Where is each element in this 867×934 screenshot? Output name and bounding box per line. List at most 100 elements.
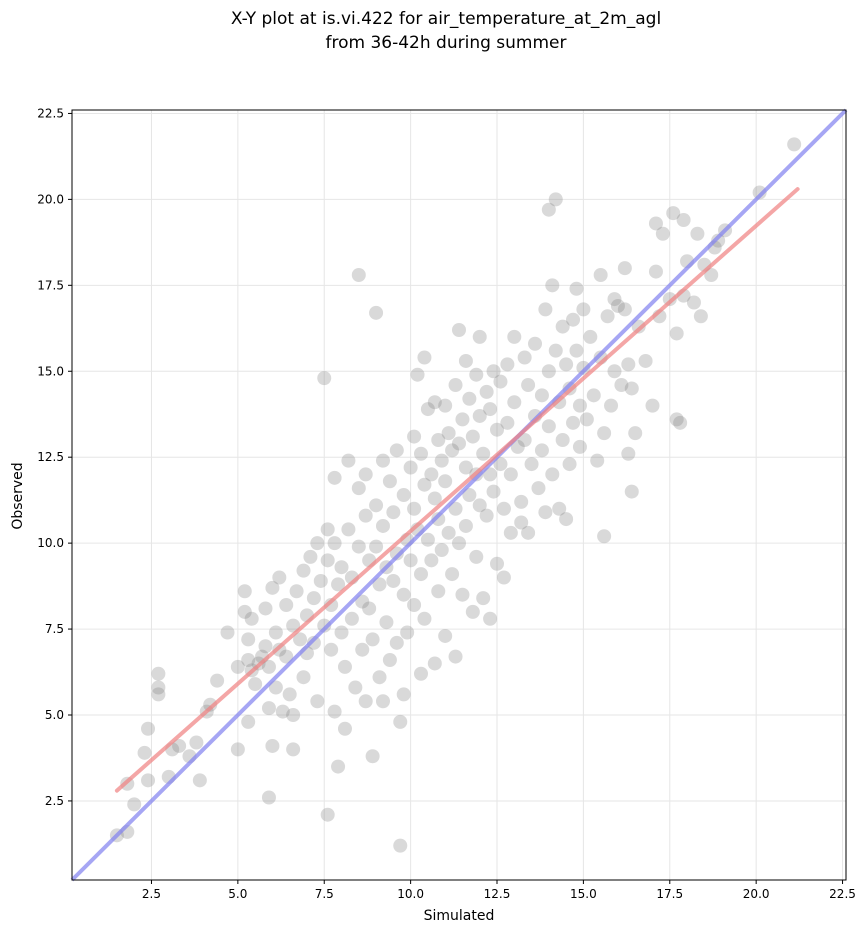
data-point xyxy=(210,673,225,688)
data-point xyxy=(638,353,653,368)
data-point xyxy=(379,615,394,630)
data-point xyxy=(410,367,425,382)
data-point xyxy=(431,584,446,599)
data-point xyxy=(355,642,370,657)
data-point xyxy=(545,467,560,482)
data-point xyxy=(752,185,767,200)
data-point xyxy=(375,453,390,468)
data-point xyxy=(486,484,501,499)
data-point xyxy=(151,666,166,681)
data-point xyxy=(382,653,397,667)
data-point xyxy=(541,202,556,217)
data-point xyxy=(417,350,432,365)
data-point xyxy=(438,474,453,489)
data-point xyxy=(241,714,256,729)
data-point xyxy=(597,426,612,441)
data-point xyxy=(583,329,598,344)
data-point xyxy=(483,467,498,482)
data-point xyxy=(621,446,636,461)
data-point xyxy=(562,457,577,472)
data-point xyxy=(334,625,349,640)
data-point xyxy=(607,292,622,307)
data-point xyxy=(476,446,491,461)
regression-line xyxy=(114,187,800,793)
data-point xyxy=(548,343,563,358)
y-axis-label: Observed xyxy=(10,462,26,529)
data-point xyxy=(424,467,439,482)
data-point xyxy=(310,694,325,709)
data-point xyxy=(192,773,207,788)
data-point xyxy=(358,694,373,709)
data-point xyxy=(317,618,332,633)
data-point xyxy=(448,378,463,392)
data-point xyxy=(220,625,235,640)
data-point xyxy=(424,553,439,568)
data-point xyxy=(244,611,259,626)
data-point xyxy=(431,433,446,447)
data-point xyxy=(400,625,415,640)
data-point xyxy=(438,628,453,643)
data-point xyxy=(514,515,529,530)
data-point xyxy=(690,226,705,241)
data-point xyxy=(369,539,384,554)
data-point xyxy=(386,573,401,588)
data-point xyxy=(452,323,466,337)
data-point xyxy=(310,536,325,551)
data-point xyxy=(286,618,301,633)
data-point xyxy=(490,422,505,437)
data-point xyxy=(337,721,352,736)
data-point xyxy=(189,735,204,750)
data-point xyxy=(230,742,245,757)
data-point xyxy=(610,298,625,313)
data-point xyxy=(268,680,283,695)
data-point xyxy=(351,539,366,554)
data-point xyxy=(341,453,356,468)
data-point xyxy=(552,501,567,516)
data-point xyxy=(538,302,553,317)
x-axis-label: Simulated xyxy=(424,908,495,924)
data-point xyxy=(586,388,601,403)
data-point xyxy=(351,268,366,282)
data-point xyxy=(579,412,594,427)
data-point xyxy=(452,436,466,451)
data-point xyxy=(241,653,256,667)
data-point xyxy=(617,302,632,317)
data-point xyxy=(534,443,549,458)
data-point xyxy=(458,460,473,475)
chart-title-line-1: X-Y plot at is.vi.422 for air_temperatur… xyxy=(231,9,661,29)
data-point xyxy=(393,838,408,853)
data-point xyxy=(507,329,522,344)
data-point xyxy=(351,481,366,496)
data-point xyxy=(258,601,273,616)
data-point xyxy=(431,512,446,527)
data-point xyxy=(420,402,435,417)
data-point xyxy=(503,467,518,482)
x-tick-label: 17.5 xyxy=(656,887,683,901)
data-point xyxy=(576,302,591,317)
data-point xyxy=(666,206,681,221)
data-point xyxy=(365,632,380,647)
data-point xyxy=(483,611,498,626)
data-point xyxy=(137,745,152,760)
data-point xyxy=(272,570,287,585)
data-point xyxy=(348,680,363,695)
data-point xyxy=(472,408,487,423)
data-point xyxy=(151,680,166,695)
data-point xyxy=(614,378,629,392)
data-point xyxy=(500,415,515,430)
data-point xyxy=(341,522,356,537)
data-point xyxy=(434,543,449,557)
data-point xyxy=(127,797,142,812)
y-tick-label: 22.5 xyxy=(37,106,64,120)
data-point xyxy=(427,656,442,671)
data-point xyxy=(407,429,422,444)
data-point xyxy=(569,343,584,358)
data-point xyxy=(455,412,470,427)
data-point xyxy=(265,580,280,595)
y-tick-label: 20.0 xyxy=(37,192,64,206)
data-point xyxy=(469,549,484,564)
data-point xyxy=(237,584,252,599)
data-points xyxy=(109,137,802,853)
data-point xyxy=(279,649,294,664)
